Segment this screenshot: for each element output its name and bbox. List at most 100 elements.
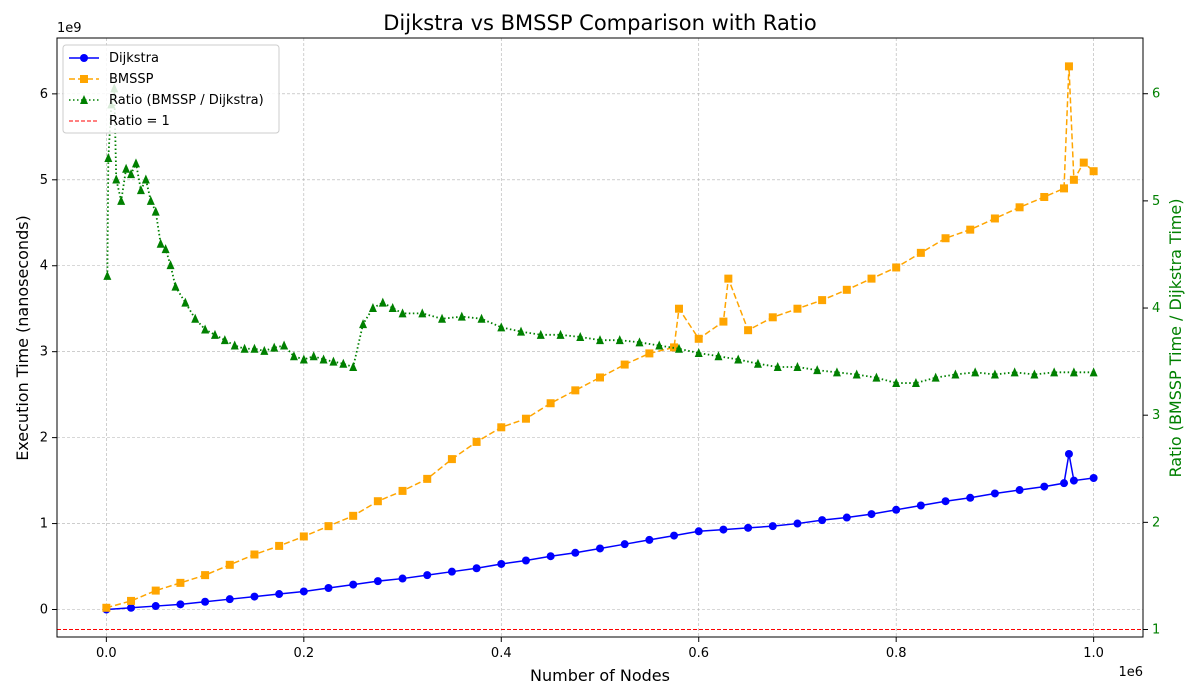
data-point (166, 260, 175, 270)
data-point (571, 548, 580, 557)
y-tick-label: 3 (40, 345, 48, 360)
series-layer (102, 62, 1098, 614)
data-point (1040, 192, 1049, 201)
data-point (289, 351, 298, 361)
data-point (966, 225, 975, 234)
data-point (719, 317, 728, 326)
series-0 (102, 449, 1098, 614)
data-point (670, 531, 679, 540)
legend-label: Dijkstra (109, 51, 159, 66)
legend-entry: Ratio (BMSSP / Dijkstra) (69, 93, 264, 108)
data-point (309, 351, 318, 361)
data-point (171, 281, 180, 291)
data-point (753, 358, 762, 368)
data-point (127, 596, 136, 605)
data-point (1015, 203, 1024, 212)
data-point (724, 274, 733, 283)
data-point (423, 474, 432, 483)
x-tick-label: 0.4 (491, 646, 512, 661)
data-point (220, 335, 229, 345)
data-point (418, 308, 427, 318)
y2-tick-label: 5 (1152, 194, 1160, 209)
data-point (117, 195, 126, 205)
data-point (966, 493, 975, 502)
chart-title: Dijkstra vs BMSSP Comparison with Ratio (383, 11, 816, 35)
x-tick-label: 0.2 (293, 646, 314, 661)
data-point (324, 584, 333, 593)
data-point (793, 519, 802, 528)
data-point (438, 313, 447, 323)
data-point (916, 248, 925, 257)
data-point (349, 361, 358, 371)
data-point (674, 343, 683, 353)
x-axis-ticks: 0.0 0.2 0.4 0.6 0.8 1.0 (96, 637, 1104, 661)
data-point (280, 340, 289, 350)
data-point (497, 559, 506, 568)
data-point (472, 564, 481, 573)
data-point (104, 153, 113, 163)
data-point (1015, 486, 1024, 495)
data-point (521, 556, 530, 565)
y-tick-label: 6 (40, 87, 48, 102)
y2-tick-label: 2 (1152, 515, 1160, 530)
y2-tick-label: 6 (1152, 87, 1160, 102)
data-point (546, 552, 555, 561)
data-point (813, 365, 822, 375)
data-point (349, 580, 358, 589)
data-point (181, 297, 190, 307)
data-point (423, 571, 432, 580)
data-point (546, 399, 555, 408)
legend-label: BMSSP (109, 72, 154, 87)
data-point (620, 360, 629, 369)
data-point (299, 587, 308, 596)
data-point (373, 497, 382, 506)
data-point (275, 590, 284, 599)
data-point (319, 354, 328, 364)
y-tick-label: 4 (40, 259, 48, 274)
y2-tick-label: 4 (1152, 301, 1160, 316)
data-point (916, 501, 925, 510)
data-point (596, 544, 604, 553)
data-point (941, 234, 950, 243)
data-point (447, 567, 456, 576)
data-point (832, 367, 841, 377)
data-point (112, 174, 121, 184)
data-point (714, 351, 723, 361)
data-point (122, 163, 131, 173)
data-point (136, 185, 145, 195)
data-point (1060, 479, 1069, 488)
y-offset-label: 1e9 (57, 21, 82, 36)
x-tick-label: 0.0 (96, 646, 117, 661)
data-point (260, 345, 269, 355)
data-point (694, 334, 703, 343)
legend-label: Ratio (BMSSP / Dijkstra) (109, 93, 264, 108)
data-point (773, 361, 782, 371)
data-point (1089, 367, 1098, 377)
data-point (339, 358, 348, 368)
series-line (106, 88, 1094, 384)
data-point (892, 263, 901, 272)
data-point (388, 303, 397, 313)
data-point (225, 595, 234, 604)
data-point (102, 603, 111, 612)
data-point (176, 600, 185, 609)
data-point (201, 597, 210, 606)
legend-entry: BMSSP (69, 72, 154, 87)
y-axis-ticks: 0 1 2 3 4 5 6 (40, 87, 57, 617)
data-point (201, 571, 210, 580)
data-point (329, 356, 338, 366)
data-point (521, 414, 530, 423)
data-point (674, 304, 683, 313)
data-point (447, 455, 456, 464)
data-point (911, 378, 920, 388)
data-point (892, 505, 901, 514)
x-axis-label: Number of Nodes (530, 666, 670, 685)
y2-axis-label: Ratio (BMSSP Time / Dijkstra Time) (1166, 199, 1185, 478)
data-point (1030, 369, 1039, 379)
data-point (867, 510, 876, 519)
data-point (818, 516, 827, 525)
data-point (990, 369, 999, 379)
x-tick-label: 1.0 (1083, 646, 1104, 661)
data-point (536, 329, 545, 339)
